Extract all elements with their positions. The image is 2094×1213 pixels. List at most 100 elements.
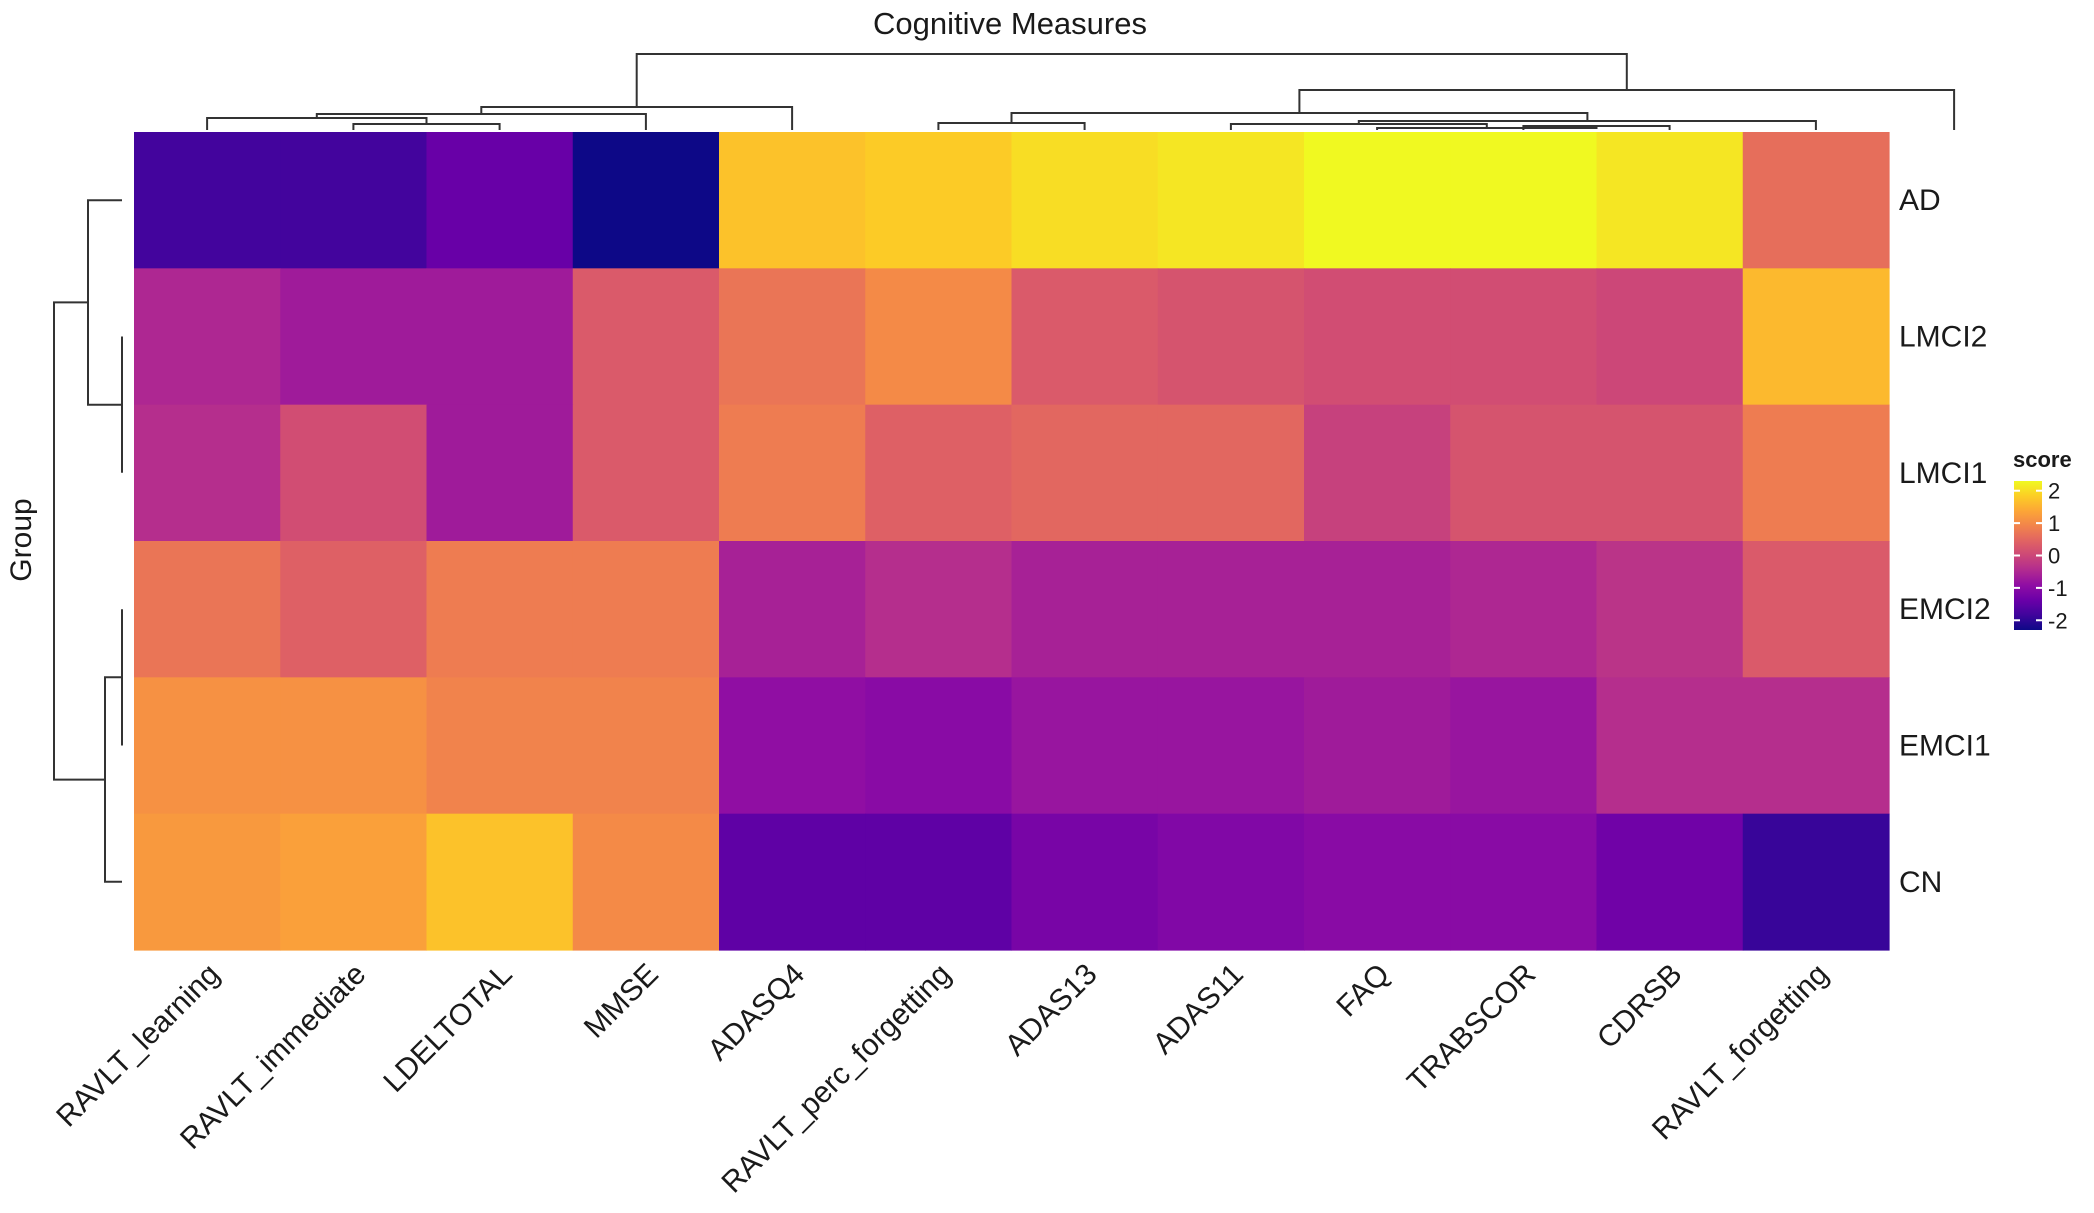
heatmap-cell: [1157, 813, 1305, 951]
heatmap-cell: [1011, 677, 1159, 815]
heatmap-cell: [572, 541, 720, 678]
heatmap-cell: [1596, 132, 1744, 269]
heatmap-cell: [1450, 268, 1598, 406]
column-label: FAQ: [1330, 958, 1396, 1024]
legend-tick-label: -2: [2048, 608, 2068, 633]
legend-tick-label: -1: [2048, 576, 2068, 601]
heatmap-cell: [134, 132, 281, 269]
row-axis-label: Group: [5, 498, 38, 581]
heatmap-cell: [1157, 268, 1305, 406]
heatmap-cell: [426, 404, 574, 542]
heatmap-cell: [134, 813, 281, 951]
heatmap-cell: [1596, 677, 1744, 815]
heatmap-cell: [1450, 132, 1598, 269]
heatmap-cell: [572, 268, 720, 406]
column-label: LDELTOTAL: [377, 958, 518, 1099]
heatmap-cell: [1742, 132, 1890, 269]
heatmap-cell: [1157, 541, 1305, 678]
heatmap-cell: [1157, 132, 1305, 269]
heatmap-cell: [719, 813, 866, 951]
heatmap-cell: [1304, 132, 1451, 269]
heatmap-cell: [426, 268, 574, 406]
legend-tick-label: 1: [2048, 511, 2060, 536]
heatmap-cell: [1596, 813, 1744, 951]
heatmap-cell: [280, 404, 428, 542]
heatmap-cell: [280, 268, 428, 406]
heatmap-cell: [572, 132, 720, 269]
heatmap-cell: [1450, 677, 1598, 815]
dendrogram-branch: [635, 53, 1628, 107]
column-label: ADAS13: [999, 958, 1104, 1063]
dendrogram-branch: [315, 113, 647, 130]
heatmap-cell: [719, 677, 866, 815]
heatmap-cell: [719, 268, 866, 406]
dendrogram-branch: [104, 676, 122, 883]
heatmap-cell: [865, 541, 1013, 678]
heatmap-cell: [426, 132, 574, 269]
heatmap-cell: [1596, 268, 1744, 406]
heatmap-cell: [1596, 404, 1744, 542]
legend-title: score: [2013, 447, 2072, 472]
column-dendrogram: [206, 53, 1956, 130]
legend-tick-label: 0: [2048, 544, 2060, 569]
heatmap-cell: [1011, 813, 1159, 951]
row-label: EMCI2: [1899, 593, 1991, 626]
heatmap-cell: [719, 132, 866, 269]
row-labels: AD LMCI2 LMCI1 EMCI2 EMCI1 CN: [1899, 184, 1991, 899]
heatmap-cell: [1742, 268, 1890, 406]
row-label: LMCI1: [1899, 457, 1987, 490]
heatmap-cells: [134, 132, 1890, 951]
heatmap-cell: [1450, 404, 1598, 542]
column-label: MMSE: [578, 958, 665, 1045]
heatmap-cell: [1304, 813, 1451, 951]
dendrogram-branch: [480, 106, 794, 130]
heatmap-cell: [1742, 813, 1890, 951]
heatmap-cell: [280, 677, 428, 815]
heatmap-cell: [572, 677, 720, 815]
score-legend: score 2 1 0 -1 -2: [2013, 447, 2072, 633]
heatmap-cell: [134, 404, 281, 542]
legend-tick-label: 2: [2048, 479, 2060, 504]
heatmap-cell: [1742, 677, 1890, 815]
heatmap-cell: [1011, 404, 1159, 542]
dendrogram-branch: [937, 122, 1086, 130]
heatmap-cell: [280, 132, 428, 269]
dendrogram-branch: [53, 301, 105, 781]
heatmap-cell: [1304, 677, 1451, 815]
row-label: CN: [1899, 866, 1942, 899]
heatmap-cell: [719, 541, 866, 678]
heatmap-cell: [134, 677, 281, 815]
dendrogram-branch: [87, 199, 122, 406]
heatmap-cell: [572, 404, 720, 542]
heatmap-cell: [865, 132, 1013, 269]
heatmap-cell: [572, 813, 720, 951]
heatmap-cell: [1450, 541, 1598, 678]
heatmap-cell: [1596, 541, 1744, 678]
heatmap-cell: [1157, 677, 1305, 815]
heatmap-cell: [1742, 404, 1890, 542]
heatmap-cell: [1742, 541, 1890, 678]
row-label: EMCI1: [1899, 730, 1991, 763]
column-label: ADASQ4: [702, 958, 811, 1067]
heatmap-cell: [280, 813, 428, 951]
heatmap-cell: [1157, 404, 1305, 542]
heatmap-cell: [865, 404, 1013, 542]
row-label: LMCI2: [1899, 321, 1987, 354]
heatmap-cell: [426, 813, 574, 951]
heatmap-cell: [1450, 813, 1598, 951]
heatmap-cell: [865, 268, 1013, 406]
heatmap-cell: [1011, 541, 1159, 678]
row-dendrogram: [53, 199, 123, 883]
heatmap-cell: [426, 541, 574, 678]
heatmap-cell: [426, 677, 574, 815]
heatmap-cell: [865, 813, 1013, 951]
heatmap-cell: [865, 677, 1013, 815]
row-label: AD: [1899, 184, 1941, 217]
heatmap-cell: [134, 268, 281, 406]
chart-title: Cognitive Measures: [873, 6, 1147, 41]
column-label: CDRSB: [1591, 958, 1689, 1056]
heatmap-cell: [1304, 541, 1451, 678]
